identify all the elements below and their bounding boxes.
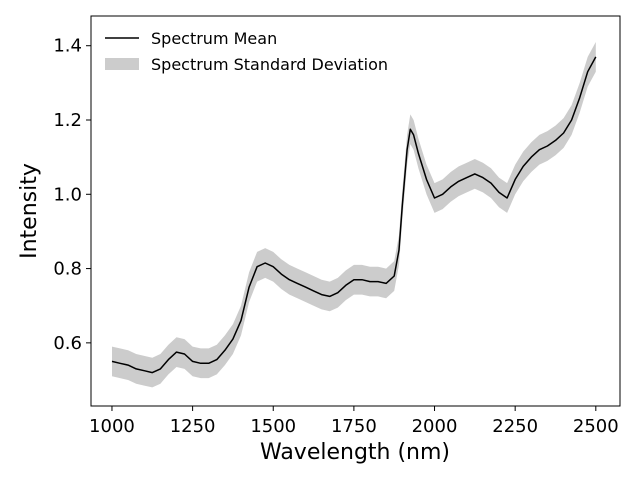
x-tick-label: 1500	[250, 416, 296, 437]
y-tick-label: 1.2	[53, 110, 82, 131]
legend-mean-label: Spectrum Mean	[151, 29, 277, 48]
x-axis-title: Wavelength (nm)	[260, 440, 450, 465]
y-tick-label: 0.6	[53, 333, 82, 354]
legend-std-swatch	[105, 58, 139, 70]
x-tick-label: 2250	[492, 416, 538, 437]
x-tick-label: 2000	[412, 416, 458, 437]
y-tick-label: 1.0	[53, 184, 82, 205]
plot-area	[111, 42, 597, 388]
legend: Spectrum Mean Spectrum Standard Deviatio…	[105, 29, 388, 74]
x-tick-label: 1750	[331, 416, 377, 437]
ticks: 1000 1250 1500 1750 2000 2250 2500 0.6 0.8 1.0 1.2…	[53, 36, 618, 437]
x-tick-label: 1250	[170, 416, 216, 437]
x-tick-label: 2500	[573, 416, 619, 437]
legend-std-label: Spectrum Standard Deviation	[151, 55, 388, 74]
y-axis-title: Intensity	[17, 163, 42, 259]
y-tick-label: 0.8	[53, 259, 82, 280]
axes-frame	[90, 15, 621, 407]
std-dev-band	[112, 42, 596, 388]
y-tick-label: 1.4	[53, 36, 82, 57]
mean-line	[111, 56, 597, 374]
x-tick-label: 1000	[89, 416, 135, 437]
